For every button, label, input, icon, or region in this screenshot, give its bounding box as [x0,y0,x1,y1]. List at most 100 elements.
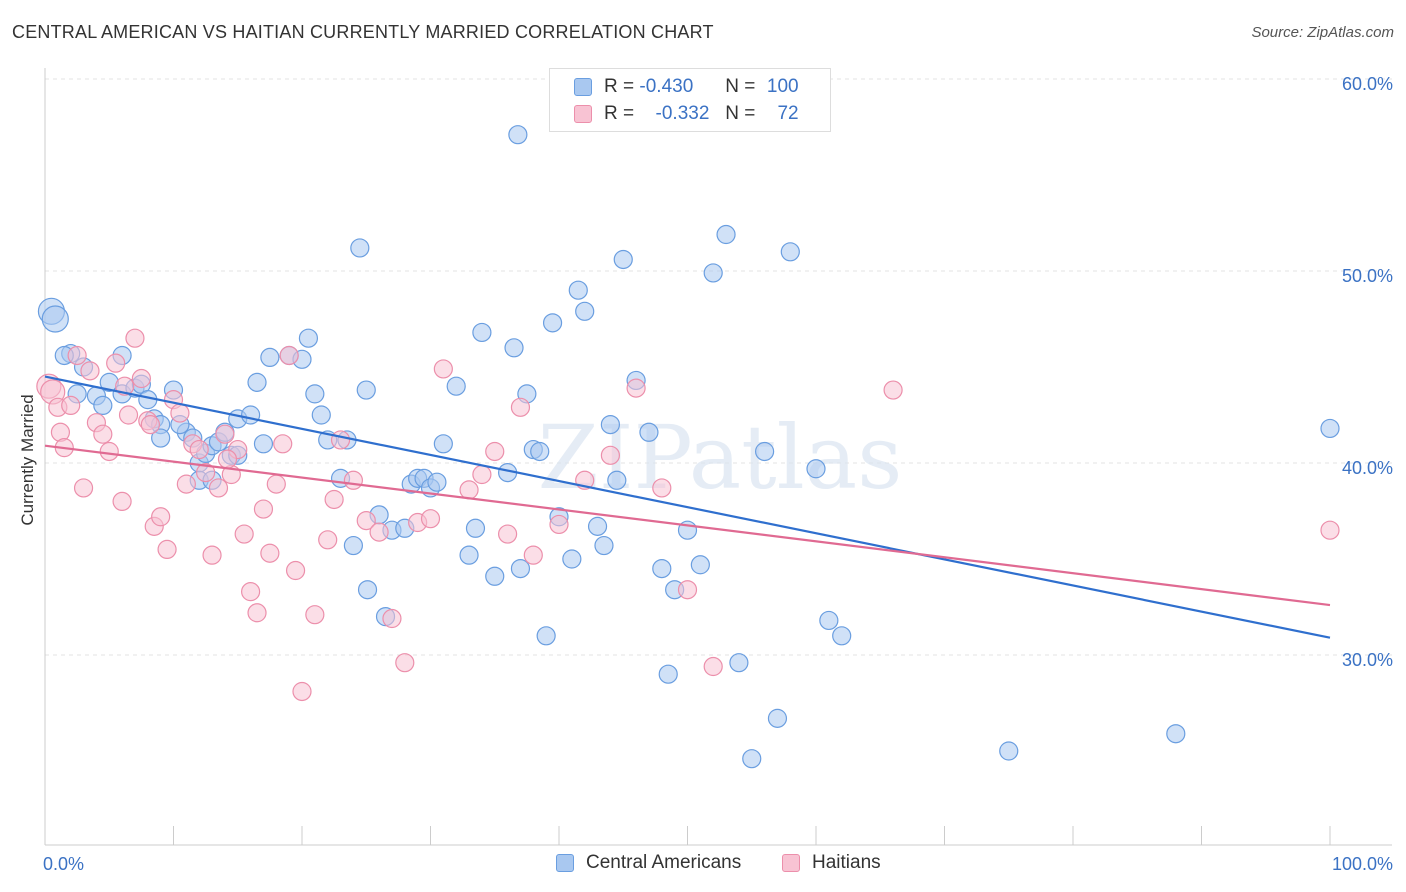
data-point [260,347,280,367]
data-point [587,516,608,536]
y-tick-label: 50.0% [1342,266,1393,286]
data-point [420,509,441,529]
data-point [260,543,280,563]
data-point [754,441,775,462]
data-point [330,430,351,450]
data-point [806,459,826,479]
data-point [273,434,293,454]
data-point [157,539,177,560]
data-point [318,530,338,550]
data-point [626,378,646,398]
data-point [241,582,261,602]
data-point [639,422,659,442]
bottom-legend-label: Central Americans [586,852,742,873]
data-point [472,322,492,343]
legend-row-haitians: R = -0.332 N = 72 [550,100,799,128]
data-point [343,470,363,490]
y-tick-label: 60.0% [1342,74,1393,94]
data-point [658,664,678,684]
data-point [115,376,135,396]
grid-lines [45,78,1392,656]
data-point [41,305,69,333]
data-point [459,545,479,565]
data-point [485,441,505,462]
legend-n-value: 72 [777,103,799,124]
trend-line [44,444,1331,607]
data-point [613,249,633,270]
data-point [350,238,370,258]
data-point [118,405,139,425]
data-point [568,280,588,300]
data-point [311,405,331,425]
legend-r-value: -0.430 [639,76,694,97]
data-point [652,478,672,498]
data-point [523,545,543,565]
y-tick-label: 30.0% [1342,650,1393,670]
y-tick-label: 40.0% [1342,458,1393,478]
data-point [600,415,621,435]
data-point [433,434,453,454]
bottom-legend-swatch-blue [556,854,574,872]
data-point [562,549,582,569]
data-point [767,708,788,728]
tick-labels: 30.0% 40.0% 50.0% 60.0% 0.0% 100.0% [43,74,1393,874]
data-point [176,474,196,494]
legend-r-label: R = [604,76,635,97]
watermark: ZIPatlas [538,406,903,509]
source-label: Source: ZipAtlas.com [1251,24,1394,41]
data-point [549,514,569,535]
data-point [883,380,903,400]
data-point [536,626,556,646]
data-point [530,441,550,462]
data-point [542,313,563,333]
data-point [112,491,132,511]
data-point [716,224,736,245]
bottom-legend-label: Haitians [812,852,881,873]
data-point [343,535,363,556]
data-point [729,653,749,673]
data-point [652,558,672,579]
data-point [703,263,723,283]
data-point [485,566,505,586]
series-haitians [36,328,1340,702]
data-point [93,424,113,444]
data-point [217,449,238,469]
data-point [575,301,595,321]
data-point [427,472,447,492]
axes [44,68,1392,846]
data-point [131,368,151,389]
data-point [73,478,94,498]
legend-n-label: N = [725,76,756,97]
data-point [1166,724,1186,744]
data-point [253,434,274,454]
data-point [498,524,518,544]
data-point [742,749,762,769]
data-point [202,545,222,565]
bottom-legend-haitians: Haitians [782,852,881,874]
data-point [215,424,235,444]
data-point [253,499,274,519]
legend-r-label: R = [604,103,635,124]
trend-lines [44,375,1331,639]
data-point [832,626,852,646]
data-point [196,463,216,483]
data-point [279,345,299,366]
chart-title: CENTRAL AMERICAN VS HAITIAN CURRENTLY MA… [12,22,714,42]
data-point [690,555,710,575]
data-point [510,558,531,579]
data-point [357,580,378,600]
data-point [472,464,492,485]
data-point [508,125,528,145]
legend-n-label: N = [725,103,756,124]
data-point [504,338,524,358]
data-point [510,397,531,417]
data-point [324,489,344,510]
legend-n-value: 100 [766,76,799,97]
data-point [433,359,453,379]
x-tick-label: 0.0% [43,854,84,874]
data-point [607,470,627,490]
data-point [600,445,621,465]
y-axis-label: Currently Married [18,394,37,525]
legend-swatch-blue [574,78,592,96]
data-point [305,605,325,625]
